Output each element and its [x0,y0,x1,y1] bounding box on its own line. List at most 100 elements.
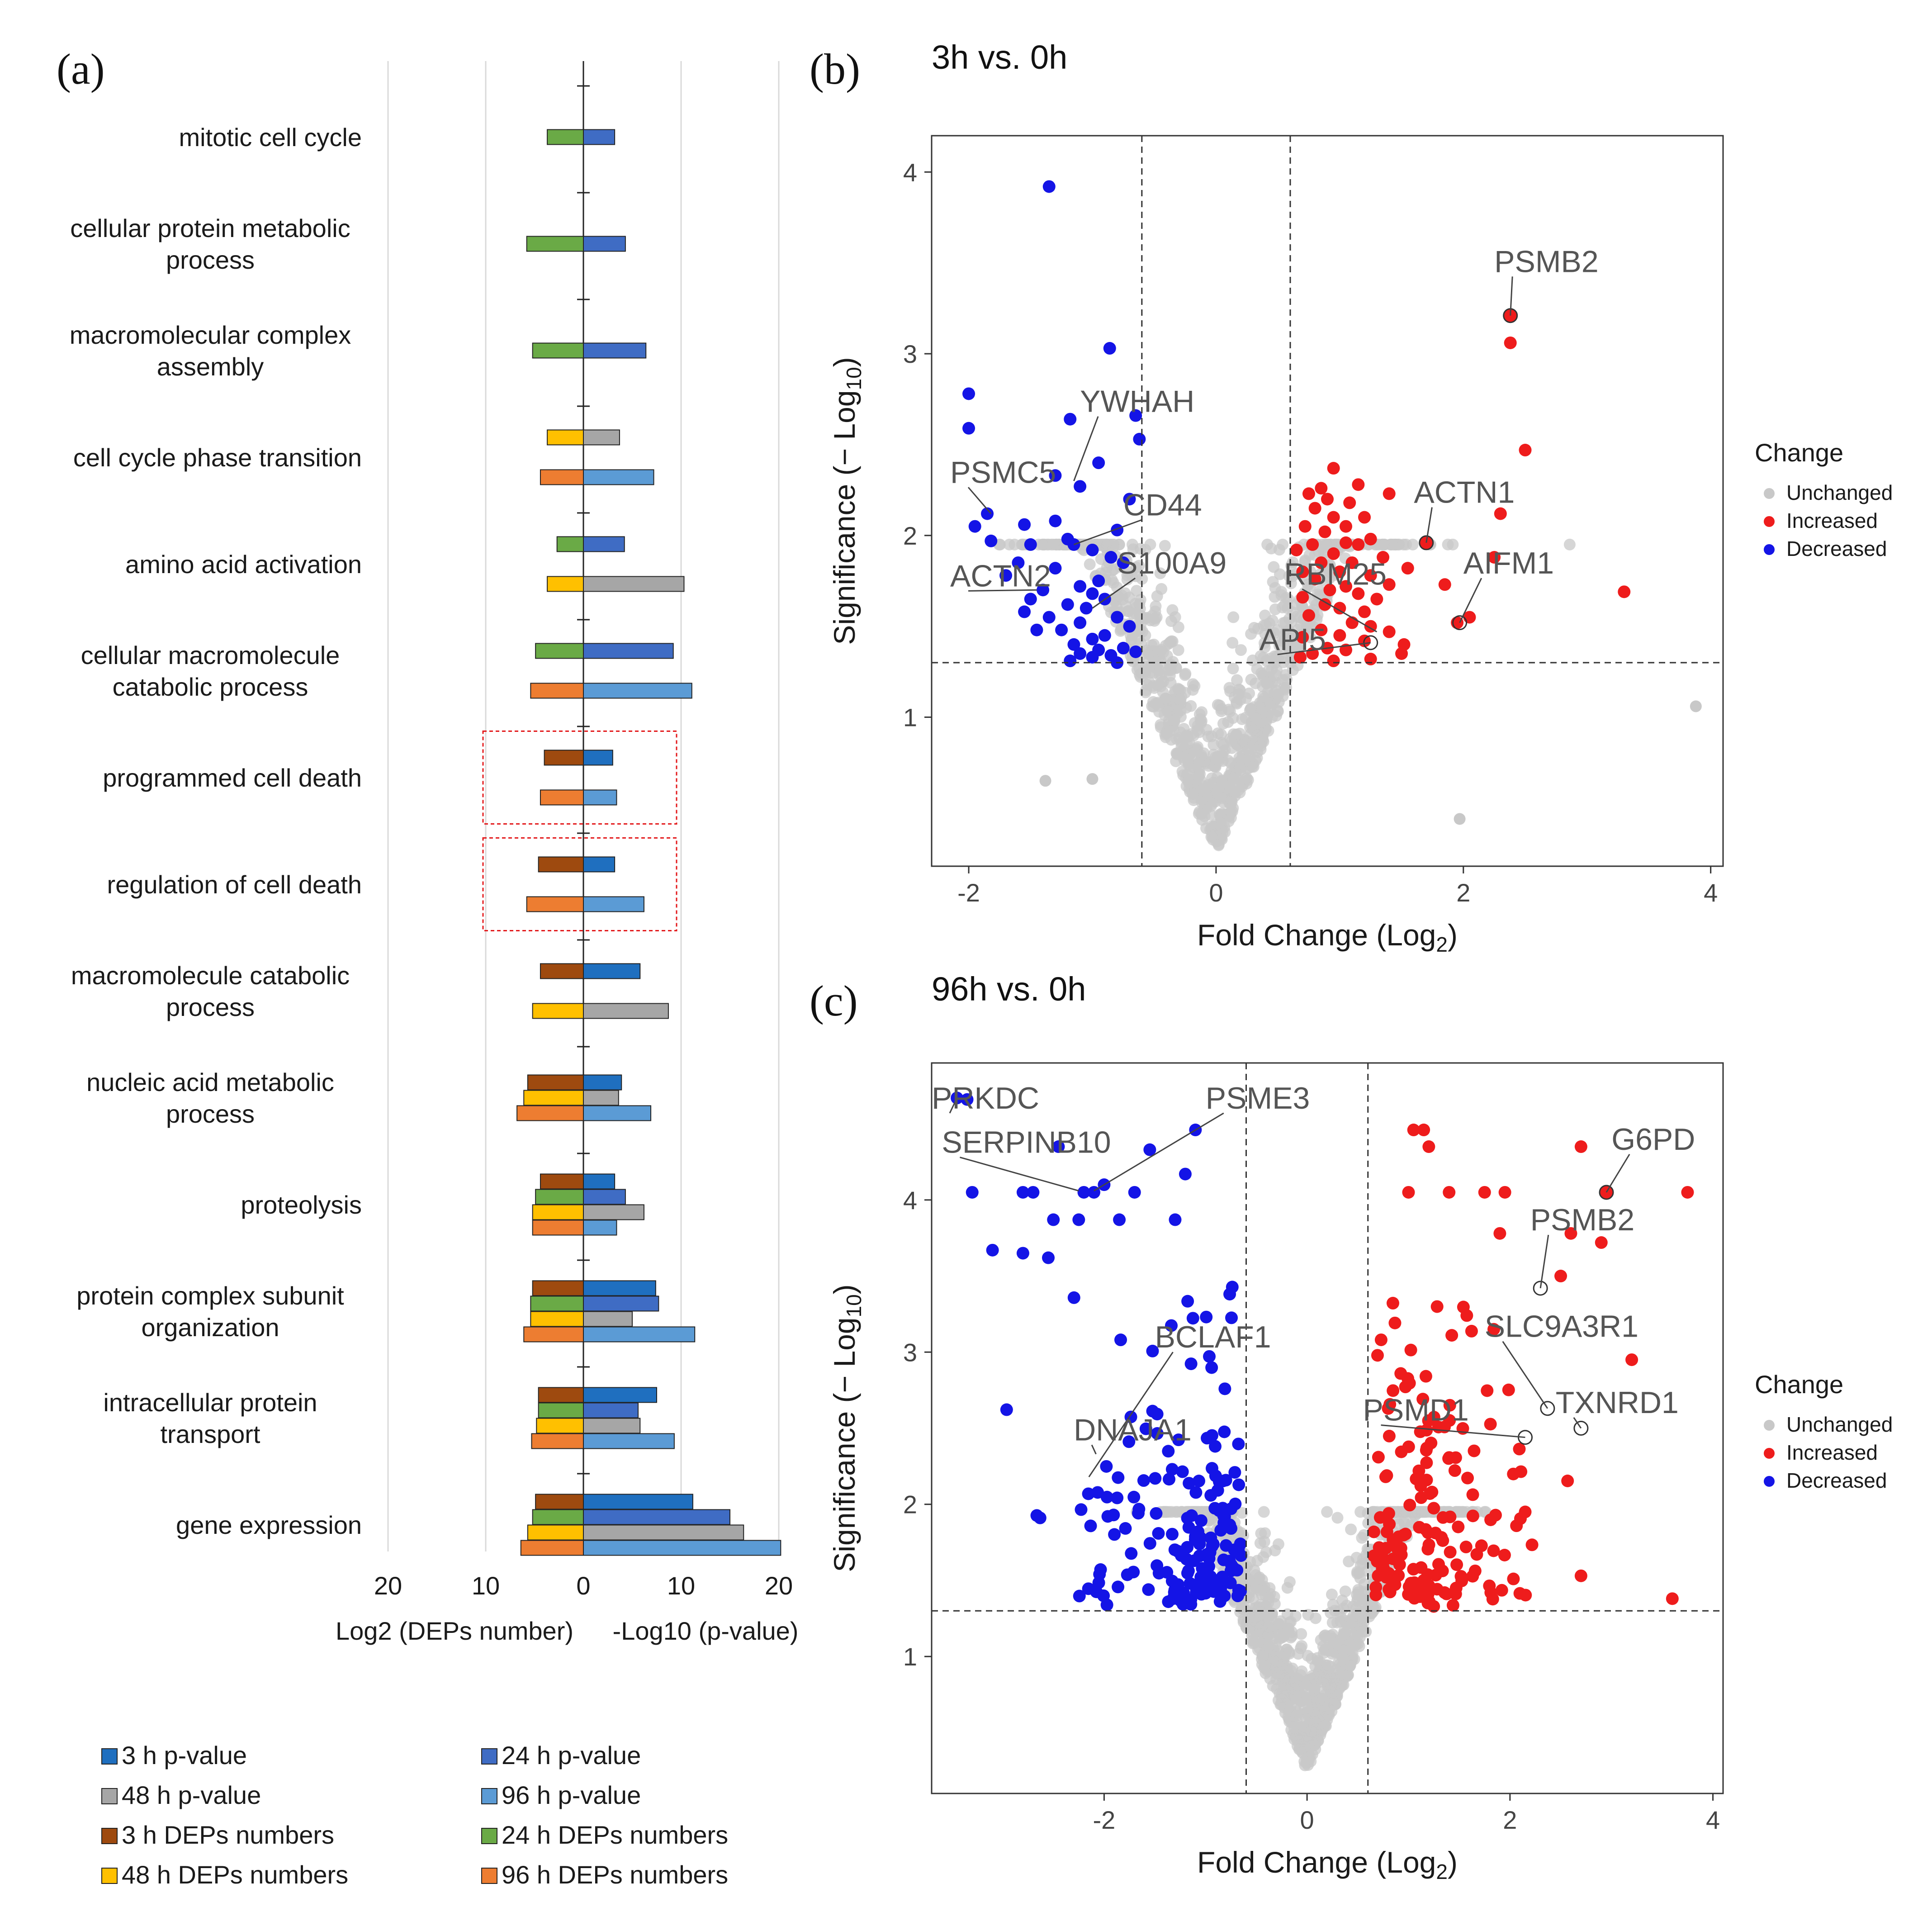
bar-pvalue-p24 [583,536,625,552]
point-decreased [1129,645,1142,658]
legend-swatch [101,1788,118,1804]
point-decreased [1112,1471,1125,1484]
point-unchanged [1231,674,1243,686]
point-decreased [1198,1571,1211,1584]
category-label: proteolysis [241,1191,362,1219]
point-increased [1461,1471,1474,1485]
bar-deps-d48 [532,1003,584,1019]
bar-deps-d96 [531,1433,584,1449]
gene-label: G6PD [1611,1122,1695,1157]
gene-label: SERPINB10 [942,1125,1111,1160]
point-increased [1510,1519,1523,1532]
point-unchanged [1222,754,1234,767]
point-decreased [1107,1509,1120,1522]
point-decreased [1074,616,1087,629]
point-increased [1488,551,1501,564]
point-unchanged [1341,1669,1354,1681]
point-decreased [1151,1427,1164,1440]
bar-pvalue-p3 [583,963,641,979]
point-decreased [1055,623,1068,636]
point-increased [1352,478,1365,491]
point-decreased [1113,1213,1126,1226]
point-unchanged [1314,1656,1326,1669]
bar-pvalue-p48 [583,576,685,592]
x-tick-label: 0 [1300,1806,1314,1834]
point-increased [1416,1393,1430,1406]
point-unchanged [1309,1696,1321,1708]
point-increased [1407,1585,1420,1598]
point-unchanged [1227,663,1239,675]
point-unchanged [1101,561,1113,573]
point-decreased [1232,1584,1245,1597]
point-unchanged [1134,594,1146,606]
legend-dot [1764,516,1775,527]
point-unchanged [1151,611,1163,623]
point-unchanged [1259,1632,1271,1644]
point-decreased [1172,1433,1185,1447]
point-increased [1430,1300,1444,1313]
legend-dot [1764,1420,1775,1431]
point-unchanged [1270,669,1283,681]
point-decreased [1181,1295,1194,1308]
point-decreased [1184,1577,1197,1590]
y-tick-label: 4 [903,1186,917,1214]
point-unchanged [1106,538,1118,550]
point-unchanged [1248,1564,1260,1576]
bar-pvalue-p3 [583,1387,657,1403]
gene-label: PSMC5 [950,455,1056,489]
point-unchanged [1264,700,1276,712]
x-axis-label-left: Log2 (DEPs number) [336,1617,573,1645]
point-increased [1595,1236,1608,1249]
point-unchanged [1323,1693,1335,1705]
point-unchanged [1261,538,1274,550]
point-decreased [1152,1527,1165,1540]
point-increased [1364,653,1377,666]
point-decreased [1042,611,1056,624]
point-decreased [986,1243,999,1257]
bar-pvalue-p3 [583,856,616,873]
bar-deps-d48 [530,1311,584,1327]
point-increased [1371,1349,1384,1362]
point-increased [1370,593,1383,606]
point-increased [1417,1584,1430,1597]
bar-pvalue-p48 [583,1090,619,1106]
x-axis-label-right: -Log10 (p-value) [613,1617,799,1645]
point-increased [1387,1384,1400,1397]
point-increased [1446,1599,1459,1612]
point-unchanged [1250,712,1262,725]
gene-label: YWHAH [1080,384,1194,419]
point-decreased [1119,1522,1132,1535]
bar-deps-d3 [538,1387,584,1403]
point-decreased [1194,1514,1208,1527]
point-increased [1382,1402,1395,1415]
point-unchanged [1235,644,1247,656]
point-decreased [1104,551,1118,564]
point-increased [1554,1270,1567,1283]
point-unchanged [1331,1512,1344,1524]
point-decreased [981,507,994,520]
point-unchanged [1257,1551,1269,1563]
point-increased [1519,444,1532,457]
point-increased [1364,532,1377,546]
legend-label: Increased [1786,1441,1878,1464]
bar-pvalue-p3 [583,1494,693,1510]
point-unchanged [1140,686,1152,698]
point-decreased [1092,574,1105,588]
point-increased [1296,565,1309,579]
point-unchanged [1206,793,1218,805]
point-increased [1358,511,1371,524]
point-unchanged [1299,555,1311,568]
gene-label: PSMB2 [1530,1203,1635,1237]
point-increased [1345,556,1359,569]
point-decreased [1042,180,1056,193]
point-decreased [1223,1555,1236,1568]
panel-b-label: (b) [810,45,860,93]
point-decreased [1067,638,1080,651]
point-increased [1468,1444,1481,1457]
point-increased [1403,1499,1416,1512]
point-unchanged [1194,713,1207,725]
bar-deps-d96 [516,1105,584,1121]
x-tick-label: 2 [1503,1806,1517,1834]
point-decreased [1143,1143,1156,1156]
point-unchanged [1300,1713,1312,1726]
